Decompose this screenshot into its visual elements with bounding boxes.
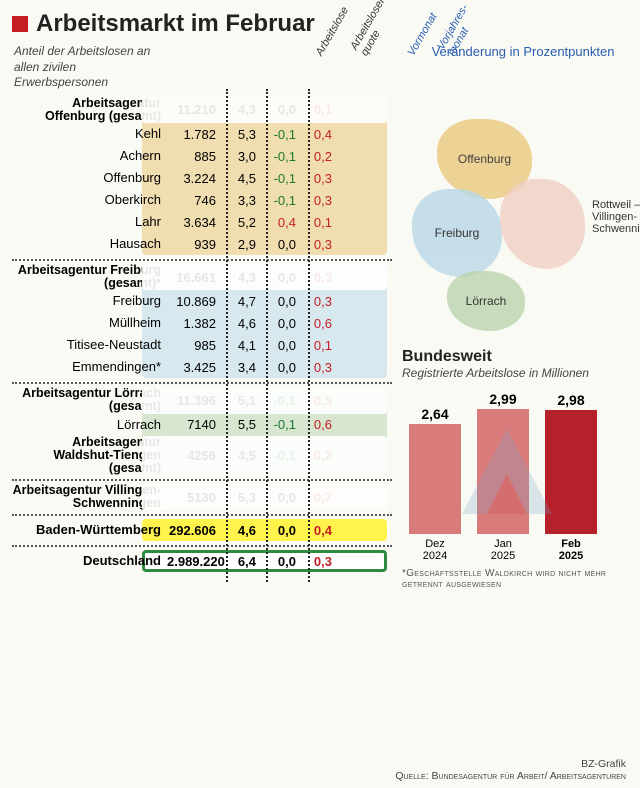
main-title: Arbeitsmarkt im Februar — [36, 10, 315, 38]
section-1: Arbeitsagentur Freiburg (gesamt)*16.6614… — [12, 264, 392, 378]
cell: 1.782 — [167, 127, 222, 142]
credit-source: Quelle: Bundesagentur für Arbeit/ Arbeit… — [395, 770, 626, 782]
cell: 3.224 — [167, 171, 222, 186]
table-row: Arbeitsagentur Waldshut-Tiengen (gesamt)… — [12, 436, 392, 475]
cell: 0,4 — [300, 523, 336, 538]
cell: 939 — [167, 237, 222, 252]
cell: 0,6 — [300, 417, 336, 432]
cell: 885 — [167, 149, 222, 164]
table-row: Emmendingen*3.4253,40,00,3 — [12, 356, 392, 378]
bar-label: Jan 2025 — [476, 538, 530, 562]
section-0: Arbeitsagentur Offenburg (gesamt)11.2104… — [12, 97, 392, 255]
footnote: *Geschäftsstelle Waldkirch wird nicht me… — [402, 568, 622, 590]
table-row: Freiburg10.8694,70,00,3 — [12, 290, 392, 312]
cell: 3.425 — [167, 360, 222, 375]
section-3: Arbeitsagentur Villingen-Schwenningen513… — [12, 484, 392, 510]
title-bullet — [12, 16, 28, 32]
credits: BZ-Grafik Quelle: Bundesagentur für Arbe… — [395, 758, 626, 782]
map-freiburg: Freiburg — [412, 189, 502, 277]
row-label: Achern — [12, 149, 167, 163]
region-map: Offenburg Freiburg Lörrach Rottweil – Vi… — [402, 101, 617, 336]
cell: 746 — [167, 193, 222, 208]
row-label: Lahr — [12, 215, 167, 229]
cell: 0,3 — [300, 360, 336, 375]
bar-chart: Bundesweit Registrierte Arbeitslose in M… — [402, 348, 622, 590]
cell: 7140 — [167, 417, 222, 432]
section-5: Deutschland2.989.2206,40,00,3 — [12, 550, 392, 572]
hdr-quote: Arbeitslosen- quote — [348, 0, 401, 58]
cell: 0,1 — [300, 215, 336, 230]
bar-label: Dez 2024 — [408, 538, 462, 562]
table-row: Deutschland2.989.2206,40,00,3 — [12, 550, 392, 572]
table-row: Oberkirch7463,3-0,10,3 — [12, 189, 392, 211]
row-label: Deutschland — [12, 554, 167, 568]
divider-1 — [226, 89, 228, 582]
hdr-vorjahr: Vorjahres- monat — [435, 2, 481, 58]
table-row: Titisee-Neustadt9854,10,00,1 — [12, 334, 392, 356]
row-label: Oberkirch — [12, 193, 167, 207]
hdr-arbeitslose: Arbeitslose — [314, 5, 352, 58]
chart-subtitle: Registrierte Arbeitslose in Millionen — [402, 366, 622, 380]
cell: 985 — [167, 338, 222, 353]
section-4: Baden-Württemberg292.6064,60,00,4 — [12, 519, 392, 541]
data-table: Arbeitsagentur Offenburg (gesamt)11.2104… — [12, 97, 392, 590]
row-label: Titisee-Neustadt — [12, 338, 167, 352]
cell: 0,3 — [300, 193, 336, 208]
row-label: Lörrach — [12, 418, 167, 432]
divider-3 — [308, 89, 310, 582]
cell: 292.606 — [167, 523, 222, 538]
table-row: Arbeitsagentur Freiburg (gesamt)*16.6614… — [12, 264, 392, 290]
hdr-vormonat: Vormonat — [406, 11, 440, 58]
cell: 0,4 — [300, 127, 336, 142]
table-row: Lörrach71405,5-0,10,6 — [12, 414, 392, 436]
row-label: Müllheim — [12, 316, 167, 330]
section-2: Arbeitsagentur Lörrach (gesamt)11.3965,1… — [12, 387, 392, 475]
cell: 10.869 — [167, 294, 222, 309]
row-label: Offenburg — [12, 171, 167, 185]
credit-grafik: BZ-Grafik — [395, 758, 626, 770]
cell: 0,6 — [300, 316, 336, 331]
table-row: Kehl1.7825,3-0,10,4 — [12, 123, 392, 145]
map-rvs: Rottweil – Villingen- Schwenningen — [500, 179, 585, 269]
cell: 0,3 — [300, 554, 336, 569]
cell: 2.989.220 — [167, 554, 222, 569]
table-row: Baden-Württemberg292.6064,60,00,4 — [12, 519, 392, 541]
cell: 1.382 — [167, 316, 222, 331]
row-label: Emmendingen* — [12, 360, 167, 374]
divider-2 — [266, 89, 268, 582]
table-row: Achern8853,0-0,10,2 — [12, 145, 392, 167]
cell: 0,3 — [300, 294, 336, 309]
map-loerrach: Lörrach — [447, 271, 525, 331]
cell: 0,1 — [300, 338, 336, 353]
bar-label: Feb 2025 — [544, 538, 598, 562]
cell: 3.634 — [167, 215, 222, 230]
cell: 0,3 — [300, 237, 336, 252]
cell: 0,2 — [300, 149, 336, 164]
cell: 0,3 — [300, 171, 336, 186]
table-row: Arbeitsagentur Villingen-Schwenningen513… — [12, 484, 392, 510]
table-row: Arbeitsagentur Lörrach (gesamt)11.3965,1… — [12, 387, 392, 413]
row-label: Kehl — [12, 127, 167, 141]
row-label: Freiburg — [12, 294, 167, 308]
chart-title: Bundesweit — [402, 348, 622, 366]
logo-watermark — [452, 424, 562, 524]
row-label: Hausach — [12, 237, 167, 251]
column-headers: Arbeitslose Arbeitslosen- quote Vormonat… — [314, 0, 524, 58]
table-row: Arbeitsagentur Offenburg (gesamt)11.2104… — [12, 97, 392, 123]
table-row: Offenburg3.2244,5-0,10,3 — [12, 167, 392, 189]
table-row: Lahr3.6345,20,40,1 — [12, 211, 392, 233]
table-row: Hausach9392,90,00,3 — [12, 233, 392, 255]
subtitle: Anteil der Arbeitslosen an allen zivilen… — [14, 44, 154, 91]
row-label: Baden-Württemberg — [12, 523, 167, 537]
table-row: Müllheim1.3824,60,00,6 — [12, 312, 392, 334]
